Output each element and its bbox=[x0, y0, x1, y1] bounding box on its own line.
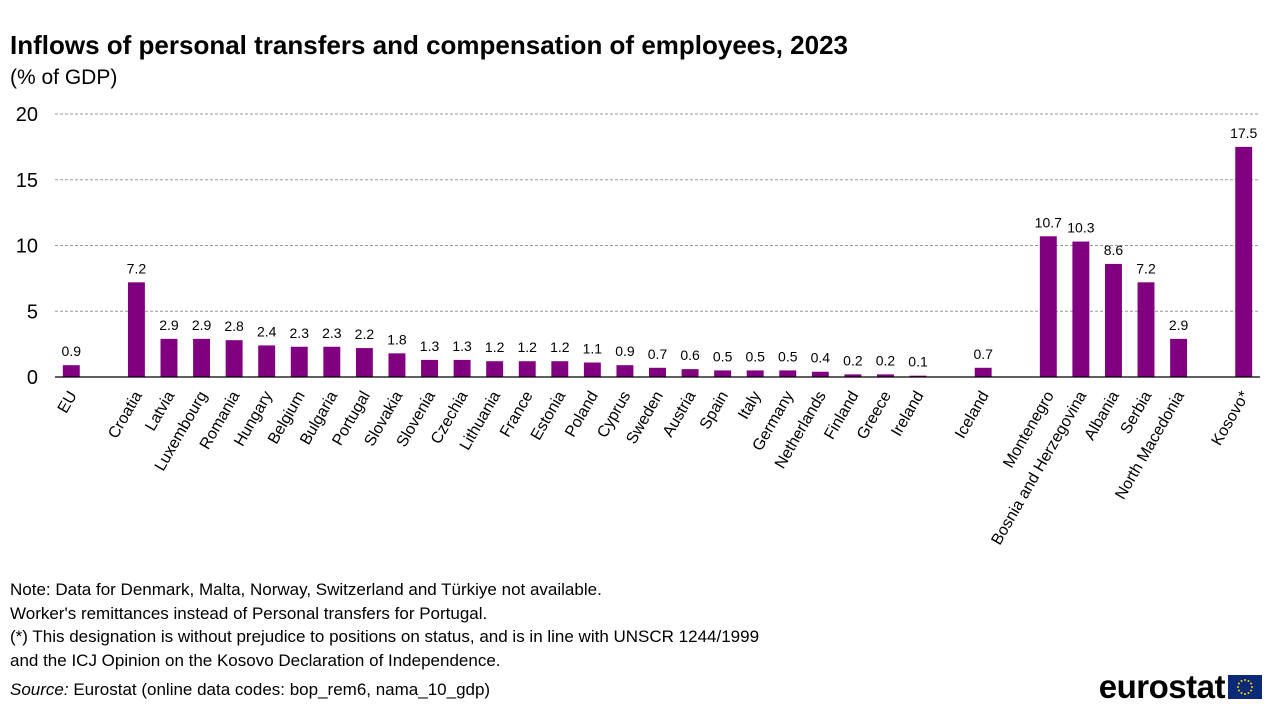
data-label: 0.2 bbox=[876, 352, 896, 368]
bar bbox=[486, 361, 504, 377]
bar bbox=[421, 359, 438, 377]
eurostat-logo: eurostat bbox=[1099, 668, 1262, 706]
chart-notes: Note: Data for Denmark, Malta, Norway, S… bbox=[10, 578, 759, 672]
data-label: 0.6 bbox=[680, 347, 700, 363]
bar bbox=[681, 369, 699, 377]
data-label: 2.9 bbox=[192, 317, 212, 333]
bar bbox=[453, 359, 471, 377]
data-label: 2.3 bbox=[322, 325, 342, 341]
bar bbox=[388, 353, 406, 377]
data-label: 2.3 bbox=[290, 325, 310, 341]
bar bbox=[518, 361, 536, 377]
data-label: 7.2 bbox=[1136, 260, 1156, 276]
data-label: 1.8 bbox=[387, 331, 407, 347]
bar bbox=[714, 370, 732, 377]
y-tick-label: 15 bbox=[16, 170, 38, 192]
source-label: Source: bbox=[10, 680, 69, 699]
bar bbox=[1170, 338, 1188, 377]
chart-title: Inflows of personal transfers and compen… bbox=[10, 30, 849, 60]
bar bbox=[974, 367, 992, 377]
x-tick-label: Iceland bbox=[952, 389, 993, 442]
bar bbox=[225, 340, 243, 377]
bar bbox=[1235, 146, 1253, 377]
bar bbox=[160, 338, 178, 377]
data-label: 0.5 bbox=[745, 348, 765, 364]
bar bbox=[127, 282, 145, 377]
data-label: 8.6 bbox=[1104, 242, 1124, 258]
data-label: 2.2 bbox=[355, 326, 375, 342]
x-tick-label: Croatia bbox=[105, 388, 146, 441]
bar bbox=[355, 348, 373, 377]
x-tick-label: Kosovo* bbox=[1209, 389, 1254, 449]
bar bbox=[193, 338, 211, 377]
data-label: 1.2 bbox=[517, 339, 537, 355]
data-label: 10.7 bbox=[1035, 214, 1062, 230]
bar bbox=[1137, 282, 1155, 377]
y-tick-label: 20 bbox=[16, 104, 38, 126]
data-label: 2.8 bbox=[224, 318, 244, 334]
data-label: 1.3 bbox=[452, 338, 472, 354]
data-label: 0.4 bbox=[811, 350, 831, 366]
data-label: 0.7 bbox=[973, 346, 993, 362]
bar bbox=[1039, 236, 1057, 377]
bar bbox=[1104, 263, 1122, 377]
bar-chart: 051015200.9EU7.2Croatia2.9Latvia2.9Luxem… bbox=[16, 104, 1260, 548]
bar bbox=[62, 365, 80, 377]
data-label: 7.2 bbox=[127, 260, 147, 276]
note-line: Note: Data for Denmark, Malta, Norway, S… bbox=[10, 580, 602, 599]
x-tick-label: Spain bbox=[697, 389, 732, 433]
data-label: 2.4 bbox=[257, 323, 277, 339]
data-label: 1.2 bbox=[485, 339, 505, 355]
y-tick-label: 0 bbox=[27, 367, 38, 389]
bar bbox=[551, 361, 569, 377]
note-line: and the ICJ Opinion on the Kosovo Declar… bbox=[10, 650, 501, 670]
data-label: 1.3 bbox=[420, 338, 440, 354]
data-label: 0.9 bbox=[615, 343, 635, 359]
data-label: 10.3 bbox=[1067, 220, 1094, 236]
data-label: 0.2 bbox=[843, 352, 863, 368]
bar bbox=[258, 345, 276, 377]
source-text: Eurostat (online data codes: bop_rem6, n… bbox=[68, 680, 491, 699]
data-label: 17.5 bbox=[1230, 125, 1257, 141]
bar bbox=[746, 370, 764, 377]
source-line: Source: Eurostat (online data codes: bop… bbox=[10, 680, 490, 700]
chart-subtitle: (% of GDP) bbox=[10, 66, 118, 89]
data-label: 1.2 bbox=[550, 339, 570, 355]
y-tick-label: 5 bbox=[27, 301, 38, 323]
eu-flag-icon bbox=[1228, 675, 1262, 699]
bar bbox=[583, 362, 601, 377]
x-tick-label: Italy bbox=[735, 389, 764, 423]
data-label: 0.5 bbox=[778, 348, 798, 364]
bar bbox=[779, 370, 797, 377]
data-label: 1.1 bbox=[583, 341, 603, 357]
data-label: 2.9 bbox=[1169, 317, 1189, 333]
x-tick-label: Ireland bbox=[888, 389, 927, 440]
data-label: 0.5 bbox=[713, 348, 733, 364]
note-line: (*) This designation is without prejudic… bbox=[10, 627, 760, 646]
bar bbox=[649, 367, 666, 377]
note-line: Worker's remittances instead of Personal… bbox=[10, 603, 488, 623]
bar bbox=[877, 374, 894, 377]
data-label: 0.9 bbox=[62, 343, 82, 359]
y-tick-label: 10 bbox=[16, 236, 38, 258]
data-label: 0.7 bbox=[648, 346, 668, 362]
x-tick-label: EU bbox=[55, 389, 81, 417]
bar bbox=[811, 371, 829, 377]
bar bbox=[844, 374, 862, 377]
data-label: 0.1 bbox=[908, 354, 928, 370]
data-label: 2.9 bbox=[159, 317, 179, 333]
bar bbox=[1072, 241, 1090, 377]
bar bbox=[290, 346, 308, 377]
bar bbox=[909, 375, 927, 377]
bar bbox=[616, 365, 634, 377]
logo-text: eurostat bbox=[1098, 668, 1226, 705]
x-tick-label: Austria bbox=[660, 388, 700, 440]
bar bbox=[323, 346, 341, 377]
